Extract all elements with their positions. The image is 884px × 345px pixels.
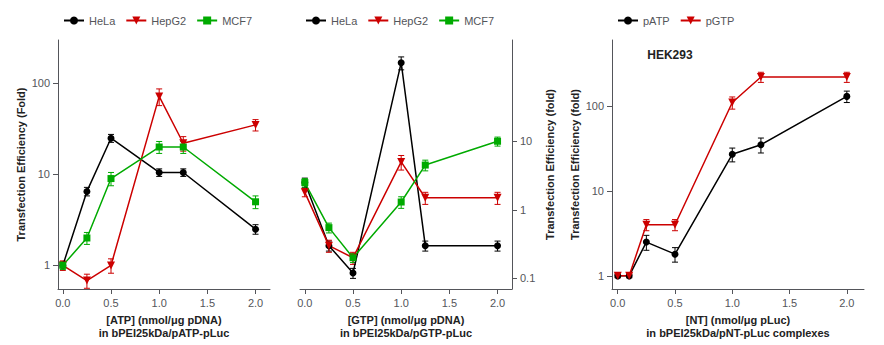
svg-text:0.0: 0.0 bbox=[55, 297, 70, 309]
svg-text:100: 100 bbox=[32, 77, 50, 89]
svg-text:1.0: 1.0 bbox=[394, 297, 409, 309]
svg-text:10: 10 bbox=[520, 135, 532, 147]
svg-text:0.0: 0.0 bbox=[297, 297, 312, 309]
svg-text:Transfection Efficiency (fold): Transfection Efficiency (fold) bbox=[569, 89, 581, 240]
svg-text:in bPEI25kDa/pGTP-pLuc: in bPEI25kDa/pGTP-pLuc bbox=[340, 327, 472, 339]
svg-text:HepG2: HepG2 bbox=[151, 15, 186, 27]
svg-text:100: 100 bbox=[586, 100, 604, 112]
svg-text:in bPEI25kDa/pNT-pLuc complexe: in bPEI25kDa/pNT-pLuc complexes bbox=[646, 327, 829, 339]
svg-text:1.5: 1.5 bbox=[200, 297, 215, 309]
svg-text:10: 10 bbox=[592, 185, 604, 197]
svg-text:pATP: pATP bbox=[643, 15, 670, 27]
svg-text:HEK293: HEK293 bbox=[647, 48, 693, 62]
svg-text:MCF7: MCF7 bbox=[464, 15, 494, 27]
svg-text:Transfection Efficiency (Fold): Transfection Efficiency (Fold) bbox=[15, 87, 27, 241]
svg-text:HepG2: HepG2 bbox=[393, 15, 428, 27]
svg-text:pGTP: pGTP bbox=[706, 15, 735, 27]
svg-text:0.0: 0.0 bbox=[610, 297, 625, 309]
svg-text:MCF7: MCF7 bbox=[222, 15, 252, 27]
svg-text:10: 10 bbox=[38, 168, 50, 180]
svg-text:0.1: 0.1 bbox=[520, 272, 535, 284]
svg-text:[GTP] (nmol/μg pDNA): [GTP] (nmol/μg pDNA) bbox=[348, 314, 465, 326]
svg-text:1.0: 1.0 bbox=[152, 297, 167, 309]
svg-text:0.5: 0.5 bbox=[667, 297, 682, 309]
svg-text:HeLa: HeLa bbox=[89, 15, 116, 27]
svg-text:1.0: 1.0 bbox=[725, 297, 740, 309]
svg-text:[NT] (nmol/μg pLuc): [NT] (nmol/μg pLuc) bbox=[686, 314, 791, 326]
svg-text:1: 1 bbox=[598, 270, 604, 282]
svg-text:2.0: 2.0 bbox=[248, 297, 263, 309]
svg-text:0.5: 0.5 bbox=[345, 297, 360, 309]
svg-text:2.0: 2.0 bbox=[839, 297, 854, 309]
svg-text:1: 1 bbox=[44, 259, 50, 271]
svg-text:1.5: 1.5 bbox=[782, 297, 797, 309]
svg-text:0.5: 0.5 bbox=[103, 297, 118, 309]
svg-text:HeLa: HeLa bbox=[331, 15, 358, 27]
svg-text:2.0: 2.0 bbox=[490, 297, 505, 309]
svg-text:1.5: 1.5 bbox=[442, 297, 457, 309]
svg-text:Transfection Efficiency (fold): Transfection Efficiency (fold) bbox=[544, 89, 556, 240]
svg-text:in bPEI25kDa/pATP-pLuc: in bPEI25kDa/pATP-pLuc bbox=[99, 327, 230, 339]
svg-text:1: 1 bbox=[520, 204, 526, 216]
svg-text:[ATP] (nmol/μg pDNA): [ATP] (nmol/μg pDNA) bbox=[106, 314, 222, 326]
